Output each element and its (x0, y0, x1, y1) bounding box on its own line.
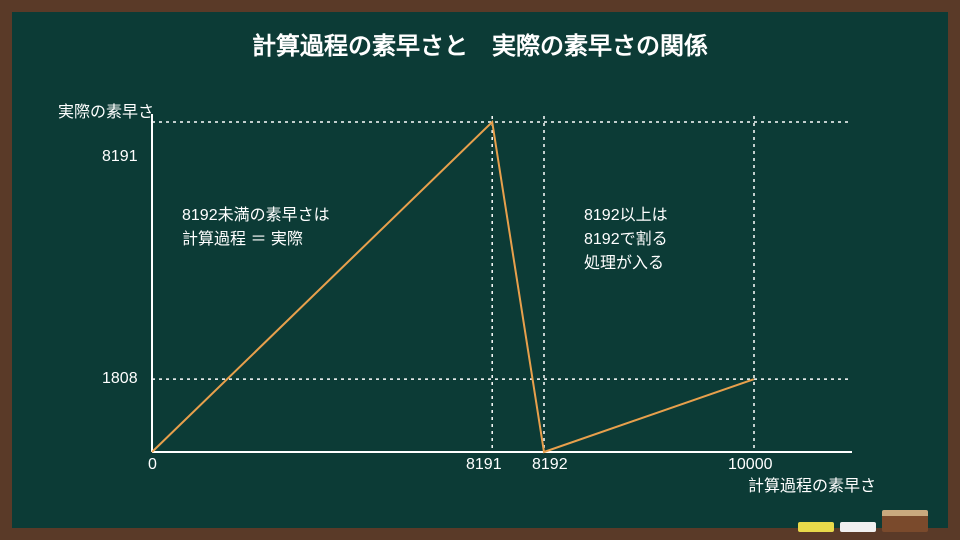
chart-svg (12, 12, 948, 528)
eraser (882, 510, 928, 532)
chalkboard: 計算過程の素早さと 実際の素早さの関係 実際の素早さ 計算過程の素早さ 8191… (0, 0, 960, 540)
chalk-tray (798, 510, 928, 532)
chalk-yellow (798, 522, 834, 532)
chalk-white (840, 522, 876, 532)
